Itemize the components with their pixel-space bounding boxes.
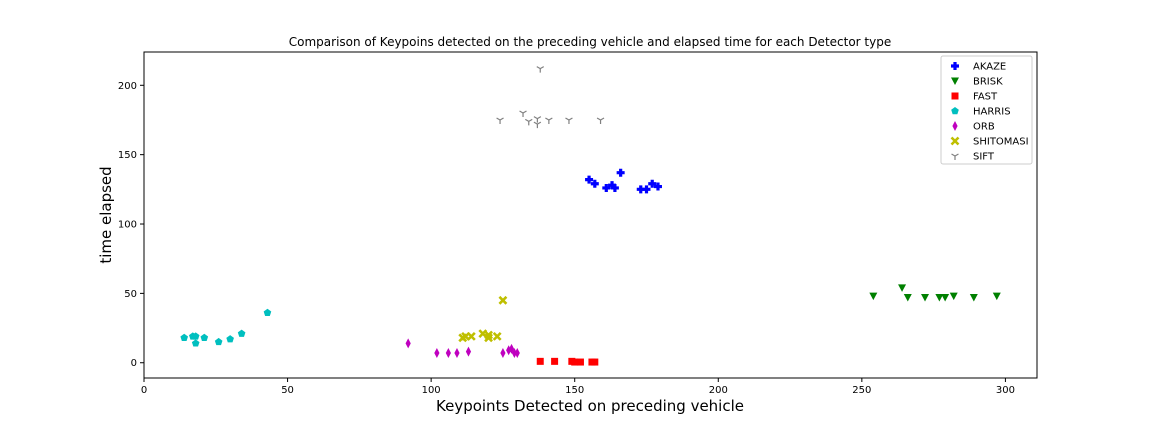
y-tick-label: 0	[131, 358, 137, 369]
point-fast	[576, 358, 584, 366]
point-sift	[533, 116, 542, 123]
y-tick-label: 200	[118, 81, 137, 92]
point-shitomasi	[484, 330, 493, 340]
x-tick-label: 200	[709, 385, 728, 396]
point-brisk	[869, 292, 878, 301]
x-tick-label: 50	[281, 385, 294, 396]
point-fast	[551, 357, 559, 365]
point-harris	[214, 337, 223, 346]
chart-title: Comparison of Keypoins detected on the p…	[289, 35, 891, 49]
y-axis: 0 50 100 150 200	[118, 81, 144, 369]
plot-area	[143, 51, 1038, 379]
point-orb	[405, 338, 411, 349]
point-akaze	[608, 181, 617, 190]
point-sift	[519, 110, 527, 118]
x-axis-label: Keypoints Detected on preceding vehicle	[436, 397, 744, 415]
point-sift	[536, 66, 545, 73]
legend-marker-sift	[951, 153, 959, 160]
point-akaze	[648, 179, 657, 188]
x-axis: 0 50 100 150 200 250 300	[141, 378, 1015, 396]
legend-marker-brisk	[951, 77, 959, 85]
point-harris	[191, 339, 200, 347]
y-axis-label: time elapsed	[97, 166, 115, 263]
legend-marker-fast	[951, 92, 959, 100]
x-tick-label: 250	[852, 385, 871, 396]
point-brisk	[898, 284, 907, 292]
point-brisk	[969, 294, 978, 302]
point-brisk	[935, 294, 944, 302]
point-orb	[445, 348, 451, 359]
point-akaze	[616, 168, 625, 177]
point-shitomasi	[498, 295, 508, 305]
point-harris	[226, 335, 234, 343]
point-harris	[200, 333, 209, 342]
point-brisk	[941, 294, 950, 302]
point-shitomasi	[484, 333, 493, 343]
legend-label-fast: FAST	[973, 92, 998, 103]
point-orb	[511, 348, 518, 359]
point-akaze	[653, 182, 662, 191]
point-shitomasi	[492, 331, 502, 341]
point-orb	[454, 348, 460, 359]
point-brisk	[903, 294, 912, 302]
point-harris	[191, 332, 200, 340]
point-harris	[263, 308, 272, 317]
legend-label-harris: HARRIS	[973, 107, 1011, 118]
point-akaze	[585, 175, 594, 184]
legend-label-orb: ORB	[973, 122, 995, 133]
legend-label-akaze: AKAZE	[973, 62, 1006, 73]
point-orb	[500, 348, 506, 359]
y-tick-label: 150	[118, 150, 137, 161]
x-tick-label: 300	[996, 385, 1015, 396]
legend-box	[940, 55, 1033, 165]
data-points	[180, 66, 1001, 366]
point-shitomasi	[466, 331, 476, 341]
point-sift	[596, 117, 605, 124]
x-tick-label: 100	[422, 385, 441, 396]
legend-marker-shitomasi	[950, 136, 960, 146]
x-tick-label: 150	[565, 385, 584, 396]
point-brisk	[949, 292, 958, 301]
point-harris	[180, 333, 188, 342]
legend-marker-akaze	[951, 62, 959, 70]
point-sift	[524, 118, 533, 126]
point-sift	[496, 117, 504, 124]
point-fast	[571, 358, 579, 366]
point-sift	[533, 121, 542, 129]
legend-label-shitomasi: SHITOMASI	[973, 137, 1029, 148]
point-fast	[536, 357, 544, 365]
legend-label-sift: SIFT	[973, 152, 995, 163]
point-sift	[545, 117, 553, 124]
y-tick-label: 100	[118, 220, 137, 231]
point-orb	[514, 348, 520, 359]
point-sift	[565, 117, 573, 124]
legend-marker-harris	[951, 107, 959, 115]
legend: AKAZE BRISK FAST HARRIS ORB SHITOMASI SIFT	[940, 55, 1033, 165]
legend-marker-orb	[952, 121, 958, 131]
legend-label-brisk: BRISK	[973, 77, 1003, 88]
point-orb	[465, 346, 472, 357]
point-brisk	[992, 292, 1001, 301]
point-akaze	[642, 185, 651, 194]
point-akaze	[602, 183, 611, 192]
x-tick-label: 0	[141, 385, 147, 396]
point-akaze	[610, 183, 619, 192]
point-brisk	[921, 294, 930, 302]
y-tick-label: 50	[124, 289, 137, 300]
point-akaze	[636, 185, 645, 194]
point-harris	[237, 329, 246, 337]
point-fast	[591, 358, 599, 366]
point-orb	[434, 348, 440, 359]
point-akaze	[590, 179, 599, 188]
